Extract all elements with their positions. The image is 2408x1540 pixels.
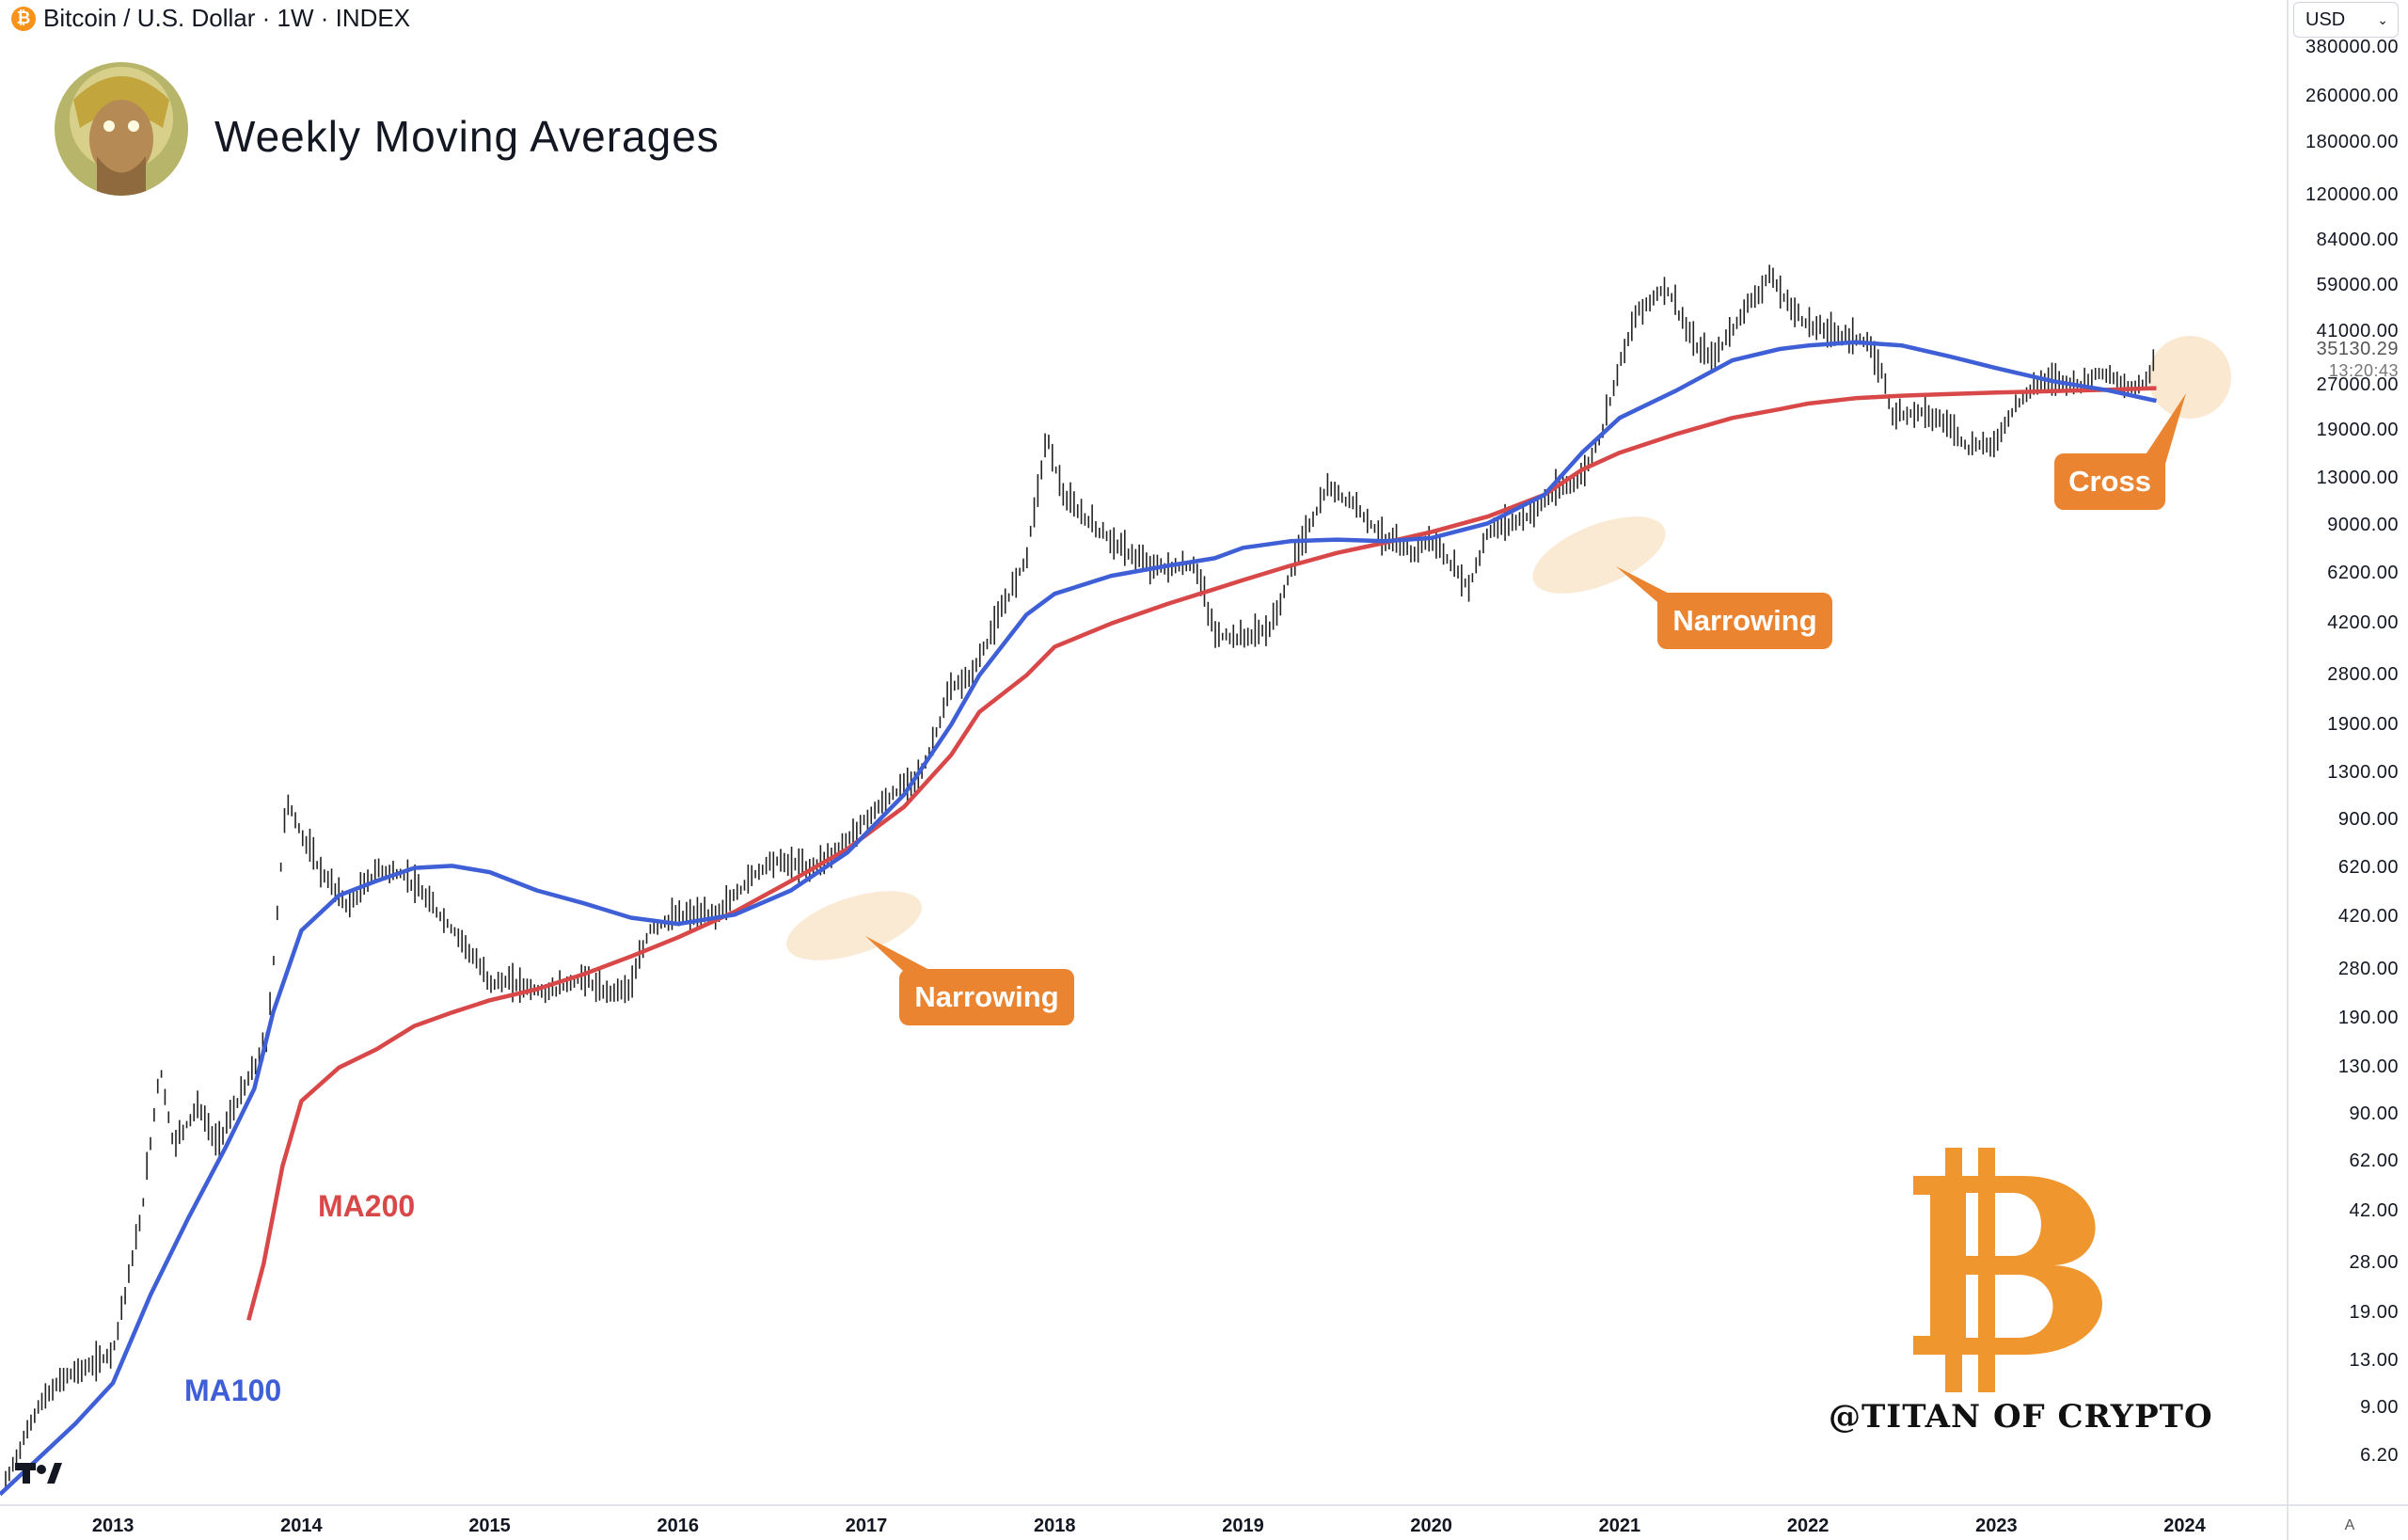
tradingview-logo-icon — [15, 1463, 62, 1484]
currency-value: USD — [2305, 8, 2346, 30]
currency-select[interactable]: USD ⌄ — [2293, 2, 2399, 38]
price-tick-label: 380000.00 — [2305, 37, 2399, 57]
price-tick-label: 1900.00 — [2327, 713, 2399, 735]
price-tick-label: 1300.00 — [2327, 762, 2399, 784]
narrowing-highlight-2 — [1532, 516, 1666, 594]
time-tick-label: 2017 — [845, 1516, 888, 1536]
ma100-line — [0, 340, 2157, 1497]
price-tick-label: 4200.00 — [2327, 611, 2399, 633]
ma100-label: MA100 — [184, 1373, 282, 1407]
time-tick-label: 2021 — [1598, 1516, 1641, 1536]
price-tick-label: 19000.00 — [2316, 419, 2399, 440]
bar-countdown: 13:20:43 — [2328, 361, 2399, 380]
symbol-header[interactable]: ₿ Bitcoin / U.S. Dollar · 1W · INDEX — [11, 4, 410, 33]
price-tick-label: 19.00 — [2349, 1301, 2399, 1323]
price-tick-label: 6200.00 — [2327, 562, 2399, 583]
time-tick-label: 2015 — [468, 1516, 511, 1536]
price-tick-label: 28.00 — [2349, 1252, 2399, 1274]
price-tick-label: 62.00 — [2349, 1151, 2399, 1172]
chevron-down-icon: ⌄ — [2377, 11, 2388, 27]
price-tick-label: 130.00 — [2337, 1056, 2399, 1077]
narrowing-callout-1: Narrowing — [899, 969, 1074, 1025]
chart-title: Weekly Moving Averages — [214, 112, 720, 161]
cross-callout: Cross — [2054, 453, 2165, 510]
price-tick-label: 41000.00 — [2316, 321, 2399, 342]
narrowing-callout-2: Narrowing — [1657, 593, 1832, 649]
author-avatar — [55, 62, 188, 196]
price-tick-label: 42.00 — [2349, 1200, 2399, 1222]
time-tick-label: 2018 — [1033, 1516, 1076, 1536]
price-tick-label: 90.00 — [2349, 1103, 2399, 1124]
last-price-label: 35130.29 — [2316, 339, 2399, 359]
price-tick-label: 280.00 — [2337, 958, 2399, 979]
time-tick-label: 2023 — [1975, 1516, 2018, 1536]
time-tick-label: 2016 — [657, 1516, 700, 1536]
price-candles — [5, 264, 2155, 1489]
auto-scale-button[interactable]: A — [2344, 1517, 2355, 1533]
ma200-line — [246, 386, 2157, 1321]
symbol-text: Bitcoin / U.S. Dollar · 1W · INDEX — [43, 4, 411, 32]
price-tick-label: 260000.00 — [2305, 85, 2399, 106]
price-tick-label: 190.00 — [2337, 1008, 2399, 1029]
cross-pointer — [2135, 393, 2186, 470]
time-tick-label: 2020 — [1410, 1516, 1452, 1536]
bitcoin-logo-icon — [1913, 1148, 2102, 1392]
bitcoin-icon: ₿ — [11, 6, 36, 31]
cross-highlight — [2148, 336, 2231, 419]
price-tick-label: 9000.00 — [2327, 515, 2399, 536]
watermark-text: @TITAN OF CRYPTO — [1829, 1398, 2213, 1436]
price-tick-label: 2800.00 — [2327, 663, 2399, 685]
narrowing-1-pointer — [865, 936, 931, 971]
price-tick-label: 6.20 — [2360, 1445, 2399, 1466]
price-tick-label: 13.00 — [2349, 1350, 2399, 1372]
price-tick-label: 180000.00 — [2305, 132, 2399, 153]
ma200-label: MA200 — [318, 1189, 416, 1223]
price-tick-label: 900.00 — [2337, 808, 2399, 830]
time-tick-label: 2024 — [2163, 1516, 2206, 1536]
time-tick-label: 2014 — [280, 1516, 323, 1536]
price-tick-label: 9.00 — [2360, 1397, 2399, 1419]
price-tick-label: 420.00 — [2337, 906, 2399, 928]
time-tick-label: 2019 — [1222, 1516, 1264, 1536]
time-tick-label: 2022 — [1786, 1516, 1830, 1536]
price-tick-label: 84000.00 — [2316, 229, 2399, 250]
price-tick-label: 620.00 — [2337, 856, 2399, 878]
time-tick-label: 2013 — [91, 1516, 135, 1536]
price-tick-label: 59000.00 — [2316, 274, 2399, 295]
price-tick-label: 120000.00 — [2305, 183, 2399, 205]
narrowing-highlight-1 — [786, 891, 922, 961]
price-tick-label: 27000.00 — [2316, 374, 2399, 396]
price-tick-label: 13000.00 — [2316, 468, 2399, 489]
